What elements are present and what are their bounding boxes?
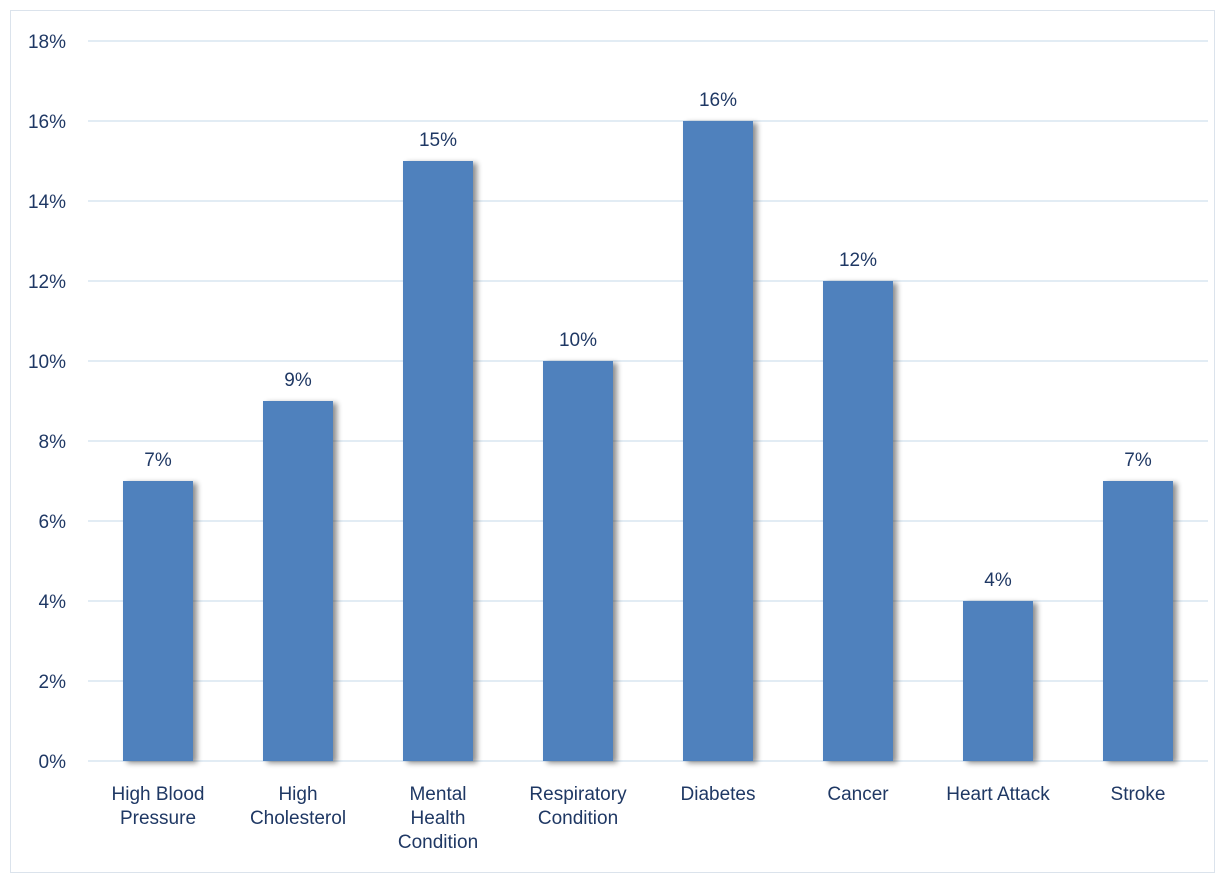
y-tick-label: 0% bbox=[39, 752, 67, 773]
x-category-label-line: High Blood bbox=[112, 784, 205, 805]
gridlines bbox=[88, 40, 1208, 762]
x-category-label-line: Stroke bbox=[1111, 784, 1166, 805]
bar bbox=[403, 161, 473, 761]
x-category-label: Mental Health Condition bbox=[398, 784, 478, 853]
data-label: 4% bbox=[984, 570, 1012, 591]
y-tick-label: 14% bbox=[28, 192, 66, 213]
bar bbox=[263, 401, 333, 761]
x-category-label: Diabetes bbox=[681, 784, 756, 805]
y-tick-label: 16% bbox=[28, 112, 66, 133]
bar bbox=[1103, 481, 1173, 761]
data-label: 7% bbox=[144, 450, 172, 471]
bar bbox=[963, 601, 1033, 761]
x-axis-labels: High Blood Pressure High Cholesterol Mental H… bbox=[112, 784, 1166, 853]
x-category-label: Heart Attack bbox=[946, 784, 1050, 805]
x-category-label: Respiratory Condition bbox=[529, 784, 627, 829]
x-category-label-line: Cancer bbox=[827, 784, 889, 805]
x-category-label-line: Diabetes bbox=[681, 784, 756, 805]
data-label: 7% bbox=[1124, 450, 1152, 471]
y-tick-label: 8% bbox=[39, 432, 67, 453]
x-category-label: Stroke bbox=[1111, 784, 1166, 805]
x-category-label-line: Pressure bbox=[120, 808, 196, 829]
data-label: 15% bbox=[419, 130, 457, 151]
bar bbox=[123, 481, 193, 761]
y-axis-ticks: 0% 2% 4% 6% 8% 10% 12% 14% 16% 18% bbox=[28, 32, 66, 773]
x-category-label-line: Health bbox=[411, 808, 466, 829]
data-label: 10% bbox=[559, 330, 597, 351]
bars bbox=[123, 121, 1173, 761]
y-tick-label: 2% bbox=[39, 672, 67, 693]
y-tick-label: 10% bbox=[28, 352, 66, 373]
y-tick-label: 4% bbox=[39, 592, 67, 613]
x-category-label-line: Condition bbox=[538, 808, 618, 829]
y-tick-label: 12% bbox=[28, 272, 66, 293]
data-label: 12% bbox=[839, 250, 877, 271]
data-label: 16% bbox=[699, 90, 737, 111]
data-labels: 7% 9% 15% 10% 16% 12% 4% 7% bbox=[144, 90, 1152, 591]
data-label: 9% bbox=[284, 370, 312, 391]
x-category-label-line: Respiratory bbox=[529, 784, 627, 805]
bar bbox=[543, 361, 613, 761]
y-tick-label: 18% bbox=[28, 32, 66, 53]
x-category-label-line: Cholesterol bbox=[250, 808, 346, 829]
x-category-label-line: High bbox=[278, 784, 317, 805]
x-category-label-line: Mental bbox=[409, 784, 466, 805]
x-category-label-line: Condition bbox=[398, 832, 478, 853]
x-category-label: High Cholesterol bbox=[250, 784, 346, 829]
y-tick-label: 6% bbox=[39, 512, 67, 533]
bar bbox=[683, 121, 753, 761]
x-category-label-line: Heart Attack bbox=[946, 784, 1050, 805]
x-category-label: Cancer bbox=[827, 784, 889, 805]
bar bbox=[823, 281, 893, 761]
x-category-label: High Blood Pressure bbox=[112, 784, 205, 829]
